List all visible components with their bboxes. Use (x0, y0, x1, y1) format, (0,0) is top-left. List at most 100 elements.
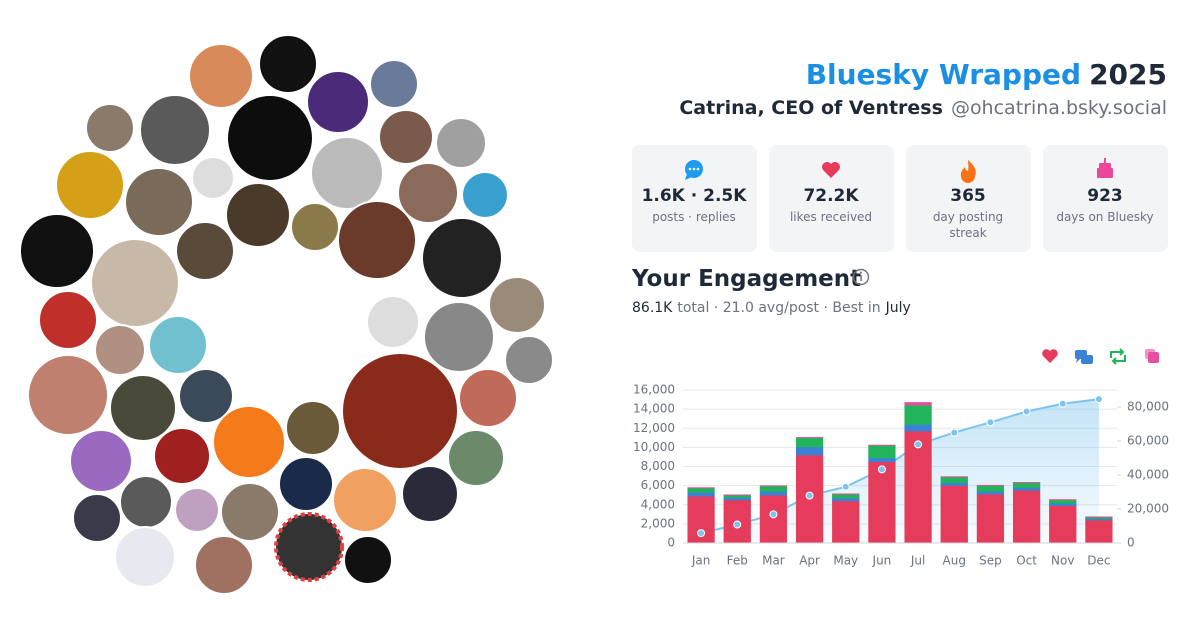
avatar (401, 465, 459, 523)
summary: 86.1K total · 21.0 avg/post · Best in July (632, 300, 911, 316)
avatar (332, 467, 398, 533)
line-point (1058, 399, 1067, 408)
stat-value: 1.6K · 2.5K (642, 186, 748, 206)
bar-segment (1012, 482, 1041, 488)
line-point (769, 510, 778, 519)
bar-segment (904, 402, 932, 406)
x-tick-label: Aug (943, 554, 966, 568)
y-tick-label: 4,000 (641, 497, 675, 511)
avatar (421, 217, 503, 299)
avatar (124, 167, 194, 237)
bar-segment (832, 500, 860, 544)
avatar (175, 221, 235, 281)
avatar (220, 482, 280, 542)
avatar (178, 368, 234, 424)
avatar (174, 487, 220, 533)
y2-tick-label: 80,000 (1127, 400, 1169, 414)
avatar (285, 400, 341, 456)
avatar (191, 156, 235, 200)
x-tick-label: Jul (910, 554, 925, 568)
y-tick-label: 6,000 (641, 478, 675, 492)
bar-segment (759, 494, 788, 544)
fire-icon (960, 160, 976, 183)
avatar (212, 405, 286, 479)
y2-tick-label: 20,000 (1127, 502, 1169, 516)
bar-segment (723, 494, 751, 498)
bar-segment (940, 485, 968, 544)
cake-icon (1097, 158, 1113, 178)
title: Bluesky Wrapped 2025 (806, 58, 1167, 91)
y-tick-label: 14,000 (633, 402, 675, 416)
y-tick-label: 16,000 (633, 383, 675, 397)
stat-card (769, 145, 894, 252)
bar-segment (904, 424, 932, 432)
avatar (435, 117, 487, 169)
handle: @ohcatrina.bsky.social (951, 97, 1167, 119)
avatar (55, 150, 125, 220)
bar-segment (795, 437, 824, 448)
avatar (306, 70, 370, 134)
bar-segment (759, 485, 788, 492)
x-tick-label: May (833, 554, 858, 568)
bar-segment (868, 461, 896, 544)
display-name: Catrina, CEO of Ventress (679, 97, 943, 119)
avatar (310, 136, 384, 210)
legend-likes[interactable] (1042, 349, 1058, 363)
line-point (1094, 395, 1103, 404)
line-point (841, 482, 850, 491)
avatar (258, 34, 318, 94)
stat-label: day posting (933, 210, 1003, 224)
y-tick-label: 0 (667, 536, 675, 550)
subtitle: Catrina, CEO of Ventress @ohcatrina.bsky.… (679, 97, 1167, 119)
stat-label: posts · replies (652, 210, 736, 224)
chat-icon (685, 160, 703, 180)
line-point (733, 520, 742, 529)
y2-tick-label: 0 (1127, 536, 1135, 550)
avatar (488, 276, 546, 334)
section-title: Your Engagement (631, 266, 861, 292)
avatar (139, 94, 211, 166)
avatar (274, 512, 344, 582)
avatar (366, 295, 420, 349)
avatar (27, 354, 109, 436)
avatar (188, 43, 254, 109)
x-tick-label: Sep (979, 554, 1002, 568)
legend (1042, 348, 1159, 365)
stat-label: days on Bluesky (1056, 210, 1153, 224)
avatar (461, 171, 509, 219)
legend-reposts[interactable] (1110, 348, 1126, 365)
avatar (109, 374, 177, 442)
avatar (153, 427, 211, 485)
bar-segment (687, 487, 715, 493)
best-month: July (885, 300, 911, 316)
bar-segment (904, 405, 932, 425)
y-tick-label: 10,000 (633, 440, 675, 454)
y-tick-label: 12,000 (633, 421, 675, 435)
avatar (226, 94, 314, 182)
line-point (877, 465, 886, 474)
avatar (119, 475, 173, 529)
bar-segment (1049, 505, 1077, 544)
stat-card (906, 145, 1031, 252)
x-tick-label: Oct (1016, 554, 1037, 568)
avatar (94, 324, 146, 376)
stat-label: streak (949, 226, 986, 240)
legend-quotes[interactable] (1145, 349, 1159, 363)
legend-replies[interactable] (1075, 350, 1093, 364)
avatar (423, 301, 495, 373)
avatar (148, 315, 208, 375)
bar-segment (940, 476, 968, 484)
avatar (337, 200, 417, 280)
bar-segment (723, 497, 751, 501)
y2-tick-label: 60,000 (1127, 434, 1169, 448)
avatar (278, 456, 334, 512)
avatar (378, 109, 434, 165)
year: 2025 (1089, 58, 1167, 91)
stat-card (632, 145, 757, 252)
heart-icon (822, 161, 841, 178)
avatar (504, 335, 554, 385)
info-icon[interactable] (852, 268, 870, 286)
bar-segment (976, 493, 1005, 544)
